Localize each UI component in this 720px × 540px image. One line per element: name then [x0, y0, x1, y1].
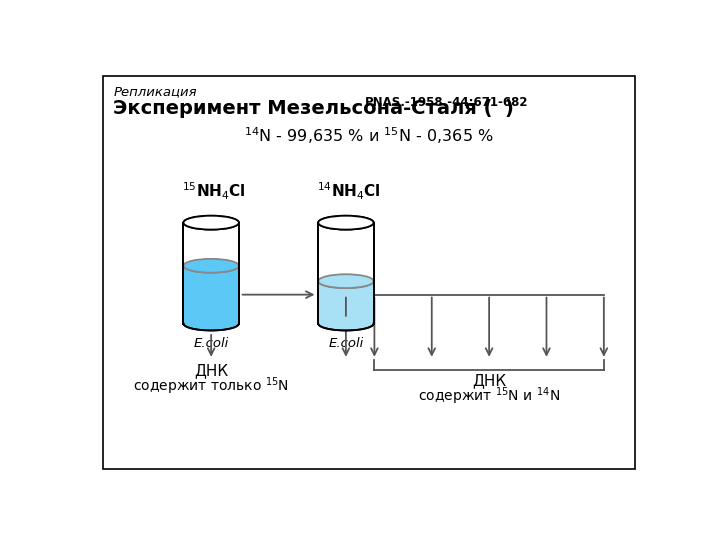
Text: $^{14}$NH$_4$Cl: $^{14}$NH$_4$Cl [317, 180, 380, 202]
Bar [184, 222, 239, 266]
Ellipse shape [184, 215, 239, 230]
Ellipse shape [318, 215, 374, 230]
Text: $^{14}$N - 99,635 % и $^{15}$N - 0,365 %: $^{14}$N - 99,635 % и $^{15}$N - 0,365 % [244, 125, 494, 146]
Ellipse shape [184, 316, 239, 330]
Bar [318, 222, 374, 281]
FancyBboxPatch shape [104, 76, 634, 469]
Ellipse shape [318, 274, 374, 288]
Text: содержит $^{15}$N и $^{14}$N: содержит $^{15}$N и $^{14}$N [418, 386, 560, 408]
Bar [184, 266, 239, 323]
Text: PNAS.-1958.-44:671-682: PNAS.-1958.-44:671-682 [365, 96, 528, 110]
Ellipse shape [318, 316, 374, 330]
Text: содержит только $^{15}$N: содержит только $^{15}$N [133, 375, 289, 397]
Text: ): ) [505, 99, 513, 118]
Text: Репликация: Репликация [113, 85, 197, 99]
Ellipse shape [184, 259, 239, 273]
Ellipse shape [184, 215, 239, 230]
Text: ДНК: ДНК [194, 363, 228, 378]
Text: E.coli: E.coli [328, 336, 364, 349]
Text: $^{15}$NH$_4$Cl: $^{15}$NH$_4$Cl [182, 180, 246, 202]
Bar [318, 281, 374, 323]
Ellipse shape [318, 274, 374, 288]
Text: E.coli: E.coli [194, 336, 229, 349]
Ellipse shape [184, 259, 239, 273]
Ellipse shape [318, 215, 374, 230]
Text: Эксперимент Мезельсона-Сталя (: Эксперимент Мезельсона-Сталя ( [113, 99, 493, 118]
Text: ДНК: ДНК [472, 374, 506, 389]
